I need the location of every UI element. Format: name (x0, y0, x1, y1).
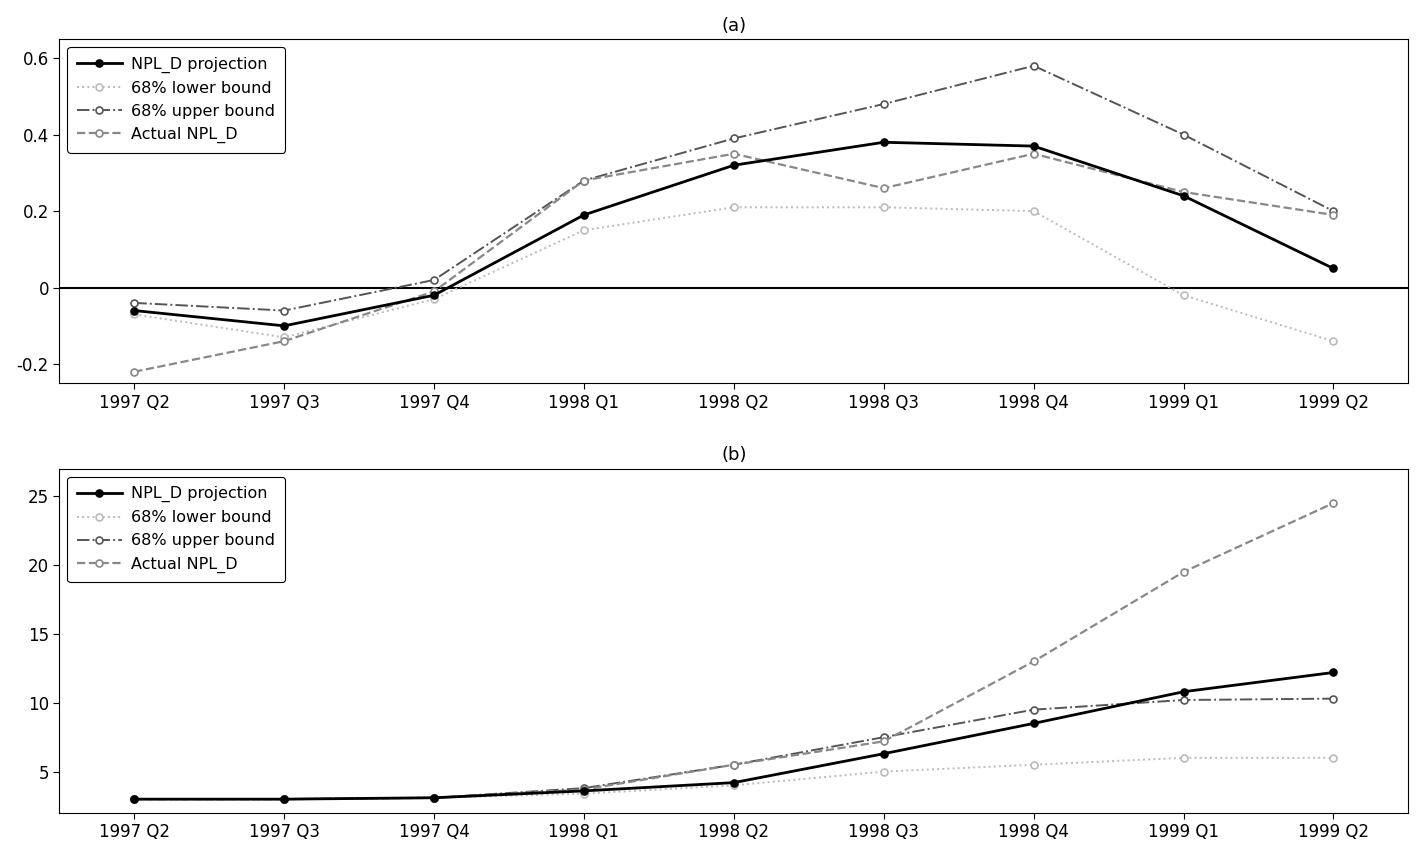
68% lower bound (1176, 752, 1193, 763)
68% lower bound (426, 793, 443, 803)
Line: NPL_D projection: NPL_D projection (131, 139, 1337, 329)
68% upper bound (275, 794, 292, 804)
NPL_D projection (1176, 686, 1193, 697)
NPL_D projection (1025, 718, 1042, 728)
68% upper bound (125, 794, 142, 804)
NPL_D projection (1025, 141, 1042, 151)
NPL_D projection (875, 137, 892, 148)
Actual NPL_D (576, 784, 593, 795)
Line: Actual NPL_D: Actual NPL_D (131, 499, 1337, 802)
Line: 68% upper bound: 68% upper bound (131, 695, 1337, 802)
Actual NPL_D (1025, 656, 1042, 667)
68% upper bound (275, 305, 292, 316)
68% upper bound (426, 275, 443, 285)
Actual NPL_D (125, 366, 142, 377)
NPL_D projection (275, 321, 292, 331)
Actual NPL_D (1325, 210, 1342, 221)
68% lower bound (576, 225, 593, 235)
NPL_D projection (725, 160, 742, 171)
Actual NPL_D (725, 759, 742, 770)
68% upper bound (426, 793, 443, 803)
Actual NPL_D (426, 793, 443, 803)
Actual NPL_D (1025, 148, 1042, 159)
68% upper bound (1176, 130, 1193, 140)
NPL_D projection (725, 777, 742, 788)
68% lower bound (1025, 759, 1042, 770)
68% lower bound (576, 789, 593, 799)
NPL_D projection (426, 793, 443, 803)
68% upper bound (1176, 695, 1193, 705)
Line: 68% upper bound: 68% upper bound (131, 63, 1337, 314)
NPL_D projection (1325, 668, 1342, 678)
Actual NPL_D (1176, 187, 1193, 197)
NPL_D projection (125, 305, 142, 316)
Actual NPL_D (1176, 567, 1193, 577)
68% lower bound (875, 766, 892, 776)
Actual NPL_D (875, 736, 892, 746)
68% lower bound (1025, 206, 1042, 216)
68% upper bound (576, 783, 593, 794)
NPL_D projection (1325, 263, 1342, 274)
68% lower bound (275, 794, 292, 804)
Actual NPL_D (426, 287, 443, 297)
Title: (a): (a) (721, 16, 747, 34)
Title: (b): (b) (721, 446, 747, 464)
Actual NPL_D (1325, 498, 1342, 508)
68% lower bound (875, 202, 892, 213)
Line: 68% lower bound: 68% lower bound (131, 754, 1337, 802)
68% lower bound (1325, 752, 1342, 763)
68% lower bound (125, 309, 142, 319)
Actual NPL_D (725, 148, 742, 159)
Line: 68% lower bound: 68% lower bound (131, 204, 1337, 345)
Actual NPL_D (275, 336, 292, 347)
68% upper bound (576, 175, 593, 185)
68% lower bound (1176, 290, 1193, 300)
68% lower bound (725, 202, 742, 213)
Line: Actual NPL_D: Actual NPL_D (131, 150, 1337, 375)
NPL_D projection (125, 794, 142, 804)
NPL_D projection (875, 748, 892, 758)
68% lower bound (275, 332, 292, 342)
Actual NPL_D (576, 175, 593, 185)
NPL_D projection (576, 786, 593, 796)
NPL_D projection (576, 210, 593, 221)
68% upper bound (125, 298, 142, 308)
68% upper bound (725, 133, 742, 143)
68% upper bound (1325, 693, 1342, 704)
68% lower bound (1325, 336, 1342, 347)
68% upper bound (875, 99, 892, 109)
Actual NPL_D (875, 183, 892, 193)
68% upper bound (725, 759, 742, 770)
NPL_D projection (1176, 190, 1193, 201)
Legend: NPL_D projection, 68% lower bound, 68% upper bound, Actual NPL_D: NPL_D projection, 68% lower bound, 68% u… (67, 477, 285, 583)
Actual NPL_D (125, 794, 142, 804)
68% upper bound (1025, 704, 1042, 715)
Line: NPL_D projection: NPL_D projection (131, 669, 1337, 802)
68% lower bound (725, 780, 742, 790)
Actual NPL_D (275, 794, 292, 804)
68% upper bound (1325, 206, 1342, 216)
NPL_D projection (275, 794, 292, 804)
68% upper bound (1025, 61, 1042, 71)
68% lower bound (426, 294, 443, 305)
68% upper bound (875, 732, 892, 742)
Legend: NPL_D projection, 68% lower bound, 68% upper bound, Actual NPL_D: NPL_D projection, 68% lower bound, 68% u… (67, 47, 285, 153)
NPL_D projection (426, 290, 443, 300)
68% lower bound (125, 794, 142, 804)
